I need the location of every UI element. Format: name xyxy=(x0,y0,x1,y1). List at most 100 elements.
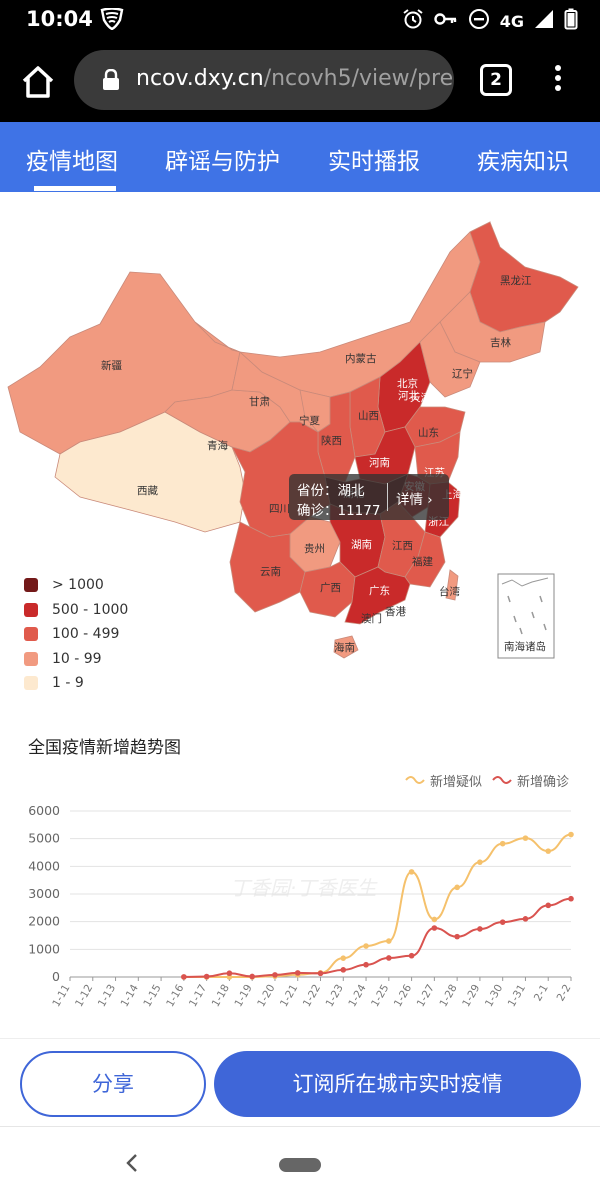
x-tick-label: 1-12 xyxy=(73,983,95,1010)
tab-rumor-protection[interactable]: 辟谣与防护 xyxy=(165,149,280,175)
province-label: 吉林 xyxy=(490,336,511,349)
x-tick-label: 2-1 xyxy=(532,983,551,1004)
province-label: 内蒙古 xyxy=(345,352,377,365)
overflow-menu-icon[interactable] xyxy=(548,62,568,98)
legend-swatch xyxy=(24,602,38,617)
do-not-disturb-icon xyxy=(468,8,490,34)
legend-item[interactable]: 100 - 499 xyxy=(24,622,128,647)
subscribe-button[interactable]: 订阅所在城市实时疫情 xyxy=(214,1051,581,1117)
province-label: 台湾 xyxy=(439,585,460,598)
x-tick-label: 1-25 xyxy=(369,983,391,1010)
x-tick-label: 1-15 xyxy=(141,983,163,1010)
lock-icon xyxy=(102,68,120,95)
province-taiwan[interactable] xyxy=(445,569,459,601)
province-label: 澳门 xyxy=(361,612,382,625)
x-tick-label: 1-20 xyxy=(255,983,277,1010)
system-nav-bar xyxy=(0,1126,600,1200)
x-tick-label: 1-28 xyxy=(437,983,459,1010)
share-button[interactable]: 分享 xyxy=(20,1051,206,1117)
x-tick-label: 2-2 xyxy=(555,983,574,1004)
data-point xyxy=(340,955,347,961)
province-label: 宁夏 xyxy=(299,414,320,427)
legend-line-icon xyxy=(405,776,425,784)
tab-switcher-button[interactable]: 2 xyxy=(480,64,512,96)
url-bar[interactable]: ncov.dxy.cn/ncovh5/view/pre xyxy=(74,50,454,110)
url-text: ncov.dxy.cn/ncovh5/view/pre xyxy=(136,66,453,91)
x-tick-label: 1-24 xyxy=(346,982,368,1009)
y-tick-label: 0 xyxy=(52,969,60,984)
x-tick-label: 1-23 xyxy=(324,983,346,1010)
data-point xyxy=(408,952,415,959)
x-tick-label: 1-18 xyxy=(210,983,232,1010)
legend-label: 新增疑似 xyxy=(430,774,482,790)
data-point xyxy=(477,926,483,932)
province-label: 江西 xyxy=(392,540,413,552)
tab-epidemic-map[interactable]: 疫情地图 xyxy=(26,149,118,175)
tab-live-updates[interactable]: 实时播报 xyxy=(328,149,420,175)
legend-label: 500 - 1000 xyxy=(52,601,129,618)
legend-swatch xyxy=(24,578,38,593)
x-tick-label: 1-30 xyxy=(483,983,505,1010)
legend-swatch xyxy=(24,676,38,691)
x-tick-label: 1-31 xyxy=(506,983,528,1010)
province-label: 陕西 xyxy=(321,434,342,447)
legend-line-icon xyxy=(492,776,512,784)
tooltip-detail-link[interactable]: 详情 › xyxy=(396,492,433,508)
province-liaoning[interactable] xyxy=(419,321,481,398)
province-label: 天津 xyxy=(410,392,431,404)
signal-icon xyxy=(534,9,554,33)
alarm-icon xyxy=(402,8,424,34)
x-tick-label: 1-21 xyxy=(278,983,300,1010)
data-point xyxy=(340,967,347,973)
province-hainan[interactable] xyxy=(333,635,359,659)
data-point xyxy=(181,974,187,980)
data-point xyxy=(363,961,369,968)
legend-item[interactable]: 10 - 99 xyxy=(24,647,128,672)
back-icon[interactable] xyxy=(124,1153,140,1177)
key-icon xyxy=(434,8,458,34)
x-tick-label: 1-13 xyxy=(96,983,118,1010)
home-pill[interactable] xyxy=(279,1158,321,1172)
province-label: 香港 xyxy=(385,606,406,618)
y-tick-label: 3000 xyxy=(28,886,60,901)
bottom-action-bar: 分享 订阅所在城市实时疫情 xyxy=(0,1038,600,1126)
province-label: 海南 xyxy=(334,641,355,654)
x-tick-label: 1-14 xyxy=(119,982,141,1009)
data-point xyxy=(522,916,529,922)
data-point xyxy=(545,902,552,909)
y-tick-label: 2000 xyxy=(28,914,60,929)
status-time: 10:04 xyxy=(26,7,93,31)
battery-icon xyxy=(564,8,578,34)
data-point xyxy=(226,970,233,977)
province-label: 北京 xyxy=(397,377,418,390)
x-tick-label: 1-19 xyxy=(232,983,254,1010)
province-label: 湖南 xyxy=(351,538,372,551)
data-point xyxy=(568,831,574,838)
x-tick-label: 1-16 xyxy=(164,982,186,1009)
x-tick-label: 1-11 xyxy=(50,983,72,1010)
province-guangdong[interactable] xyxy=(344,566,411,625)
chart-watermark: 丁香园·丁香医生 xyxy=(230,876,378,900)
legend-label: 100 - 499 xyxy=(52,626,120,643)
legend-item[interactable]: 500 - 1000 xyxy=(24,598,128,623)
tooltip-confirmed: 确诊：11177 xyxy=(297,503,381,519)
province-label: 贵州 xyxy=(304,542,325,555)
x-tick-label: 1-27 xyxy=(415,983,437,1010)
legend-label: 1 - 9 xyxy=(52,675,84,692)
province-label: 四川 xyxy=(269,503,290,515)
data-point xyxy=(272,972,278,978)
data-point xyxy=(249,973,255,980)
map-tooltip: 省份：湖北 确诊：11177 详情 › xyxy=(289,474,449,520)
legend-item[interactable]: 1 - 9 xyxy=(24,671,128,696)
tab-disease-knowledge[interactable]: 疾病知识 xyxy=(477,149,569,175)
legend-item[interactable]: > 1000 xyxy=(24,573,128,598)
data-point xyxy=(363,943,369,949)
province-label: 西藏 xyxy=(137,485,158,497)
province-label: 河南 xyxy=(369,456,390,469)
province-label: 广东 xyxy=(369,584,390,597)
data-point xyxy=(454,884,460,891)
province-label: 南海诸岛 xyxy=(504,640,546,653)
data-point xyxy=(386,955,392,961)
home-icon[interactable] xyxy=(18,62,58,102)
